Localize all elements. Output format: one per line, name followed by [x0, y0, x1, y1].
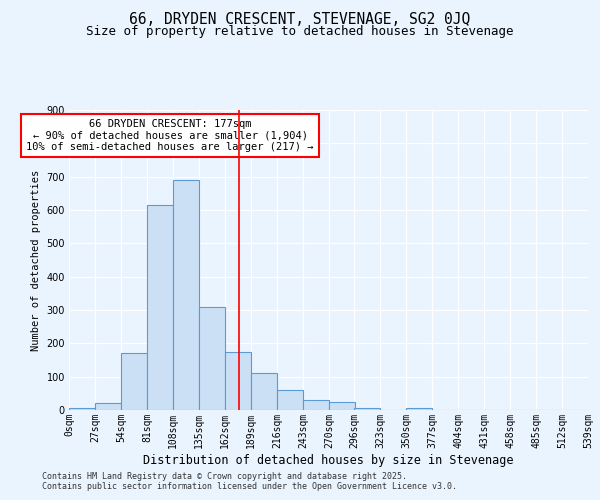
Bar [199, 306, 225, 410]
Text: Size of property relative to detached houses in Stevenage: Size of property relative to detached ho… [86, 25, 514, 38]
Text: 66 DRYDEN CRESCENT: 177sqm
← 90% of detached houses are smaller (1,904)
10% of s: 66 DRYDEN CRESCENT: 177sqm ← 90% of deta… [26, 119, 314, 152]
Bar [69, 408, 95, 410]
Bar [251, 374, 277, 410]
Y-axis label: Number of detached properties: Number of detached properties [31, 170, 41, 350]
X-axis label: Distribution of detached houses by size in Stevenage: Distribution of detached houses by size … [143, 454, 514, 466]
Bar [329, 402, 355, 410]
Bar [225, 352, 251, 410]
Bar [303, 400, 329, 410]
Bar [121, 354, 147, 410]
Text: 66, DRYDEN CRESCENT, STEVENAGE, SG2 0JQ: 66, DRYDEN CRESCENT, STEVENAGE, SG2 0JQ [130, 12, 470, 28]
Bar [173, 180, 199, 410]
Bar [95, 404, 121, 410]
Bar [277, 390, 303, 410]
Bar [147, 205, 173, 410]
Text: Contains public sector information licensed under the Open Government Licence v3: Contains public sector information licen… [42, 482, 457, 491]
Bar [354, 408, 380, 410]
Bar [406, 408, 432, 410]
Text: Contains HM Land Registry data © Crown copyright and database right 2025.: Contains HM Land Registry data © Crown c… [42, 472, 407, 481]
